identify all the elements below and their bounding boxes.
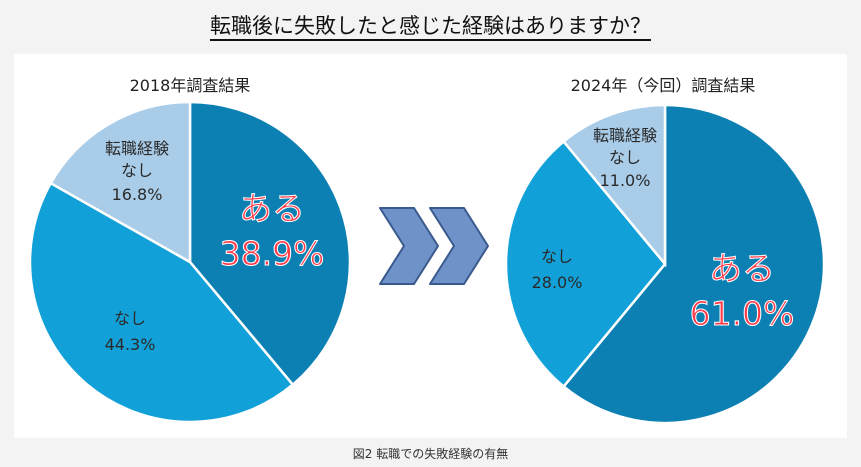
figure-caption: 図2 転職での失敗経験の有無 — [352, 447, 509, 461]
pie-2024-slice-nashi — [504, 139, 667, 389]
pie-2018-nashi-value: 44.3% — [105, 335, 156, 354]
chart-title: 転職後に失敗したと感じた経験はありますか？ — [0, 10, 861, 41]
pie-2024-noexp-name-1: 転職経験 — [593, 126, 657, 145]
pie-2018-slice-nashi — [28, 181, 295, 424]
pie-2018-noexp-name-2: なし — [121, 161, 153, 180]
pie-2018-slice-noexp — [49, 100, 192, 265]
pie-2018-title: 2018年調査結果 — [130, 76, 251, 95]
pie-2024-nashi-value: 28.0% — [532, 273, 583, 292]
pie-2018-nashi-name: なし — [114, 309, 146, 328]
chevron-arrow-icon — [379, 207, 489, 285]
pie-2018-noexp-name-1: 転職経験 — [105, 139, 169, 158]
pie-2024-aru-value: 61.0% — [690, 294, 795, 333]
pie-2024-slice-aru — [561, 103, 826, 425]
pie-2018-aru-name: ある — [239, 189, 305, 228]
pie-2018-slice-aru — [188, 100, 352, 387]
pie-2024-title: 2024年（今回）調査結果 — [571, 76, 756, 95]
pie-2024-slice-noexp — [561, 103, 667, 268]
pie-2018-aru-value: 38.9% — [220, 234, 325, 273]
pie-2018-noexp-value: 16.8% — [112, 185, 163, 204]
chevron-right-icon — [429, 207, 489, 285]
pie-2024 — [504, 103, 826, 425]
pie-2018 — [28, 100, 352, 424]
pie-2024-nashi-name: なし — [541, 247, 573, 266]
pie-2024-aru-name: ある — [709, 249, 775, 288]
chart-title-text: 転職後に失敗したと感じた経験はありますか？ — [210, 14, 651, 41]
pie-2024-noexp-name-2: なし — [609, 148, 641, 167]
pie-2024-noexp-value: 11.0% — [600, 171, 651, 190]
chevron-right-icon — [379, 207, 439, 285]
